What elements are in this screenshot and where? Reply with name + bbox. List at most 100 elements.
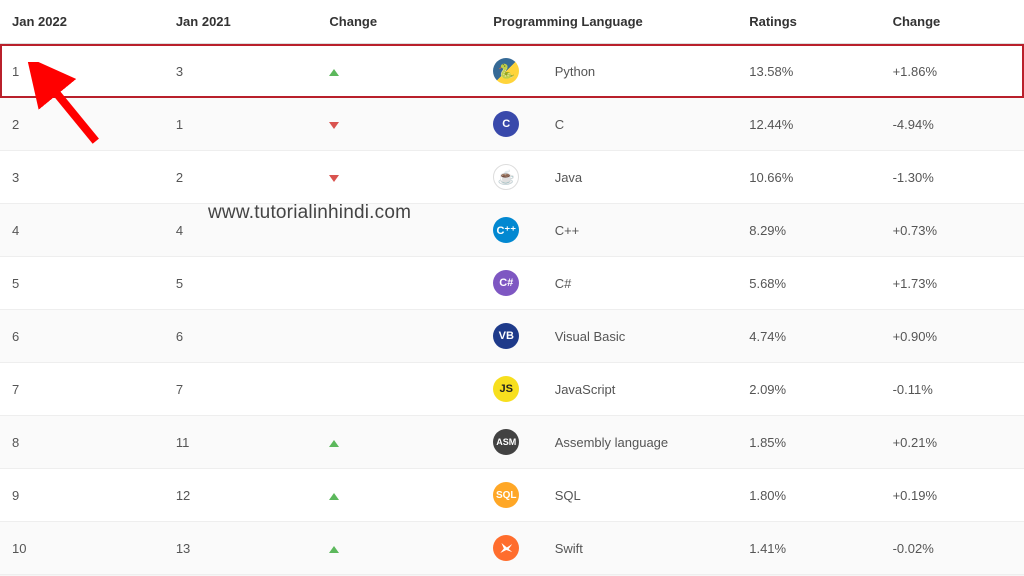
chevron-down-icon [329,170,339,185]
cell-language-name: SQL [543,469,738,522]
chevron-up-icon [329,435,339,450]
table-row[interactable]: 811ASMAssembly language1.85%+0.21% [0,416,1024,469]
cell-rank-2022: 6 [0,310,164,363]
cell-language-name: Assembly language [543,416,738,469]
cell-language-name: Python [543,44,738,98]
cell-rank-2022: 8 [0,416,164,469]
pointer-arrow-icon [22,62,112,152]
cell-rank-2021: 2 [164,151,318,204]
cell-change-direction [317,522,481,575]
cell-ratings: 4.74% [737,310,880,363]
cell-rank-2021: 7 [164,363,318,416]
cell-rank-2021: 5 [164,257,318,310]
table-row[interactable]: 1013 Swift1.41%-0.02% [0,522,1024,575]
table-body: 13Python13.58%+1.86%21CC12.44%-4.94%32Ja… [0,44,1024,575]
cell-change-pct: +1.73% [881,257,1024,310]
cell-language-name: C++ [543,204,738,257]
table-row[interactable]: 21CC12.44%-4.94% [0,98,1024,151]
cell-change-pct: +0.90% [881,310,1024,363]
header-change-direction[interactable]: Change [317,0,481,44]
table-row[interactable]: 32 Java10.66%-1.30% [0,151,1024,204]
cell-ratings: 5.68% [737,257,880,310]
cell-language-name: C [543,98,738,151]
language-icon: VB [493,323,519,349]
cell-rank-2021: 6 [164,310,318,363]
cell-ratings: 1.41% [737,522,880,575]
chevron-up-icon [329,541,339,556]
cell-change-pct: +0.19% [881,469,1024,522]
cell-language-icon: SQL [481,469,542,522]
cell-change-direction [317,151,481,204]
cell-language-icon [481,522,542,575]
language-icon: C⁺⁺ [493,217,519,243]
cell-rank-2022: 7 [0,363,164,416]
ranking-table-container: Jan 2022 Jan 2021 Change Programming Lan… [0,0,1024,575]
language-icon [493,535,519,561]
cell-change-pct: -4.94% [881,98,1024,151]
cell-change-pct: -1.30% [881,151,1024,204]
cell-ratings: 1.80% [737,469,880,522]
cell-rank-2022: 3 [0,151,164,204]
cell-change-direction [317,310,481,363]
cell-rank-2022: 9 [0,469,164,522]
header-ratings[interactable]: Ratings [737,0,880,44]
table-row[interactable]: 44C⁺⁺C++8.29%+0.73% [0,204,1024,257]
table-header-row: Jan 2022 Jan 2021 Change Programming Lan… [0,0,1024,44]
cell-ratings: 13.58% [737,44,880,98]
header-jan2021[interactable]: Jan 2021 [164,0,318,44]
cell-change-direction [317,469,481,522]
cell-change-pct: +1.86% [881,44,1024,98]
header-jan2022[interactable]: Jan 2022 [0,0,164,44]
cell-rank-2021: 11 [164,416,318,469]
cell-language-name: C# [543,257,738,310]
table-row[interactable]: 55C#C#5.68%+1.73% [0,257,1024,310]
cell-language-name: JavaScript [543,363,738,416]
cell-language-name: Visual Basic [543,310,738,363]
cell-change-pct: -0.02% [881,522,1024,575]
language-icon: C# [493,270,519,296]
cell-change-direction [317,98,481,151]
header-language[interactable]: Programming Language [481,0,737,44]
cell-rank-2022: 10 [0,522,164,575]
cell-rank-2021: 3 [164,44,318,98]
cell-ratings: 2.09% [737,363,880,416]
cell-language-name: Swift [543,522,738,575]
header-change-pct[interactable]: Change [881,0,1024,44]
cell-ratings: 8.29% [737,204,880,257]
cell-rank-2021: 13 [164,522,318,575]
table-row[interactable]: 66 VB Visual Basic4.74%+0.90% [0,310,1024,363]
cell-rank-2021: 1 [164,98,318,151]
cell-language-icon: C# [481,257,542,310]
cell-language-icon: JS [481,363,542,416]
cell-rank-2021: 12 [164,469,318,522]
chevron-up-icon [329,64,339,79]
cell-change-pct: +0.73% [881,204,1024,257]
cell-ratings: 12.44% [737,98,880,151]
cell-language-icon: C⁺⁺ [481,204,542,257]
table-row[interactable]: 13Python13.58%+1.86% [0,44,1024,98]
cell-rank-2022: 4 [0,204,164,257]
ranking-table: Jan 2022 Jan 2021 Change Programming Lan… [0,0,1024,575]
cell-language-icon: VB [481,310,542,363]
cell-change-direction [317,363,481,416]
cell-change-direction [317,44,481,98]
language-icon: ASM [493,429,519,455]
cell-language-icon [481,151,542,204]
chevron-down-icon [329,117,339,132]
cell-language-icon: ASM [481,416,542,469]
cell-rank-2022: 5 [0,257,164,310]
cell-change-pct: +0.21% [881,416,1024,469]
language-icon: JS [493,376,519,402]
table-row[interactable]: 77 JS JavaScript2.09%-0.11% [0,363,1024,416]
cell-language-icon [481,44,542,98]
cell-language-name: Java [543,151,738,204]
language-icon: SQL [493,482,519,508]
language-icon: C [493,111,519,137]
cell-change-direction [317,416,481,469]
language-icon [493,58,519,84]
table-row[interactable]: 912SQLSQL1.80%+0.19% [0,469,1024,522]
chevron-up-icon [329,488,339,503]
cell-change-pct: -0.11% [881,363,1024,416]
cell-ratings: 10.66% [737,151,880,204]
watermark-text: www.tutorialinhindi.com [208,202,411,224]
